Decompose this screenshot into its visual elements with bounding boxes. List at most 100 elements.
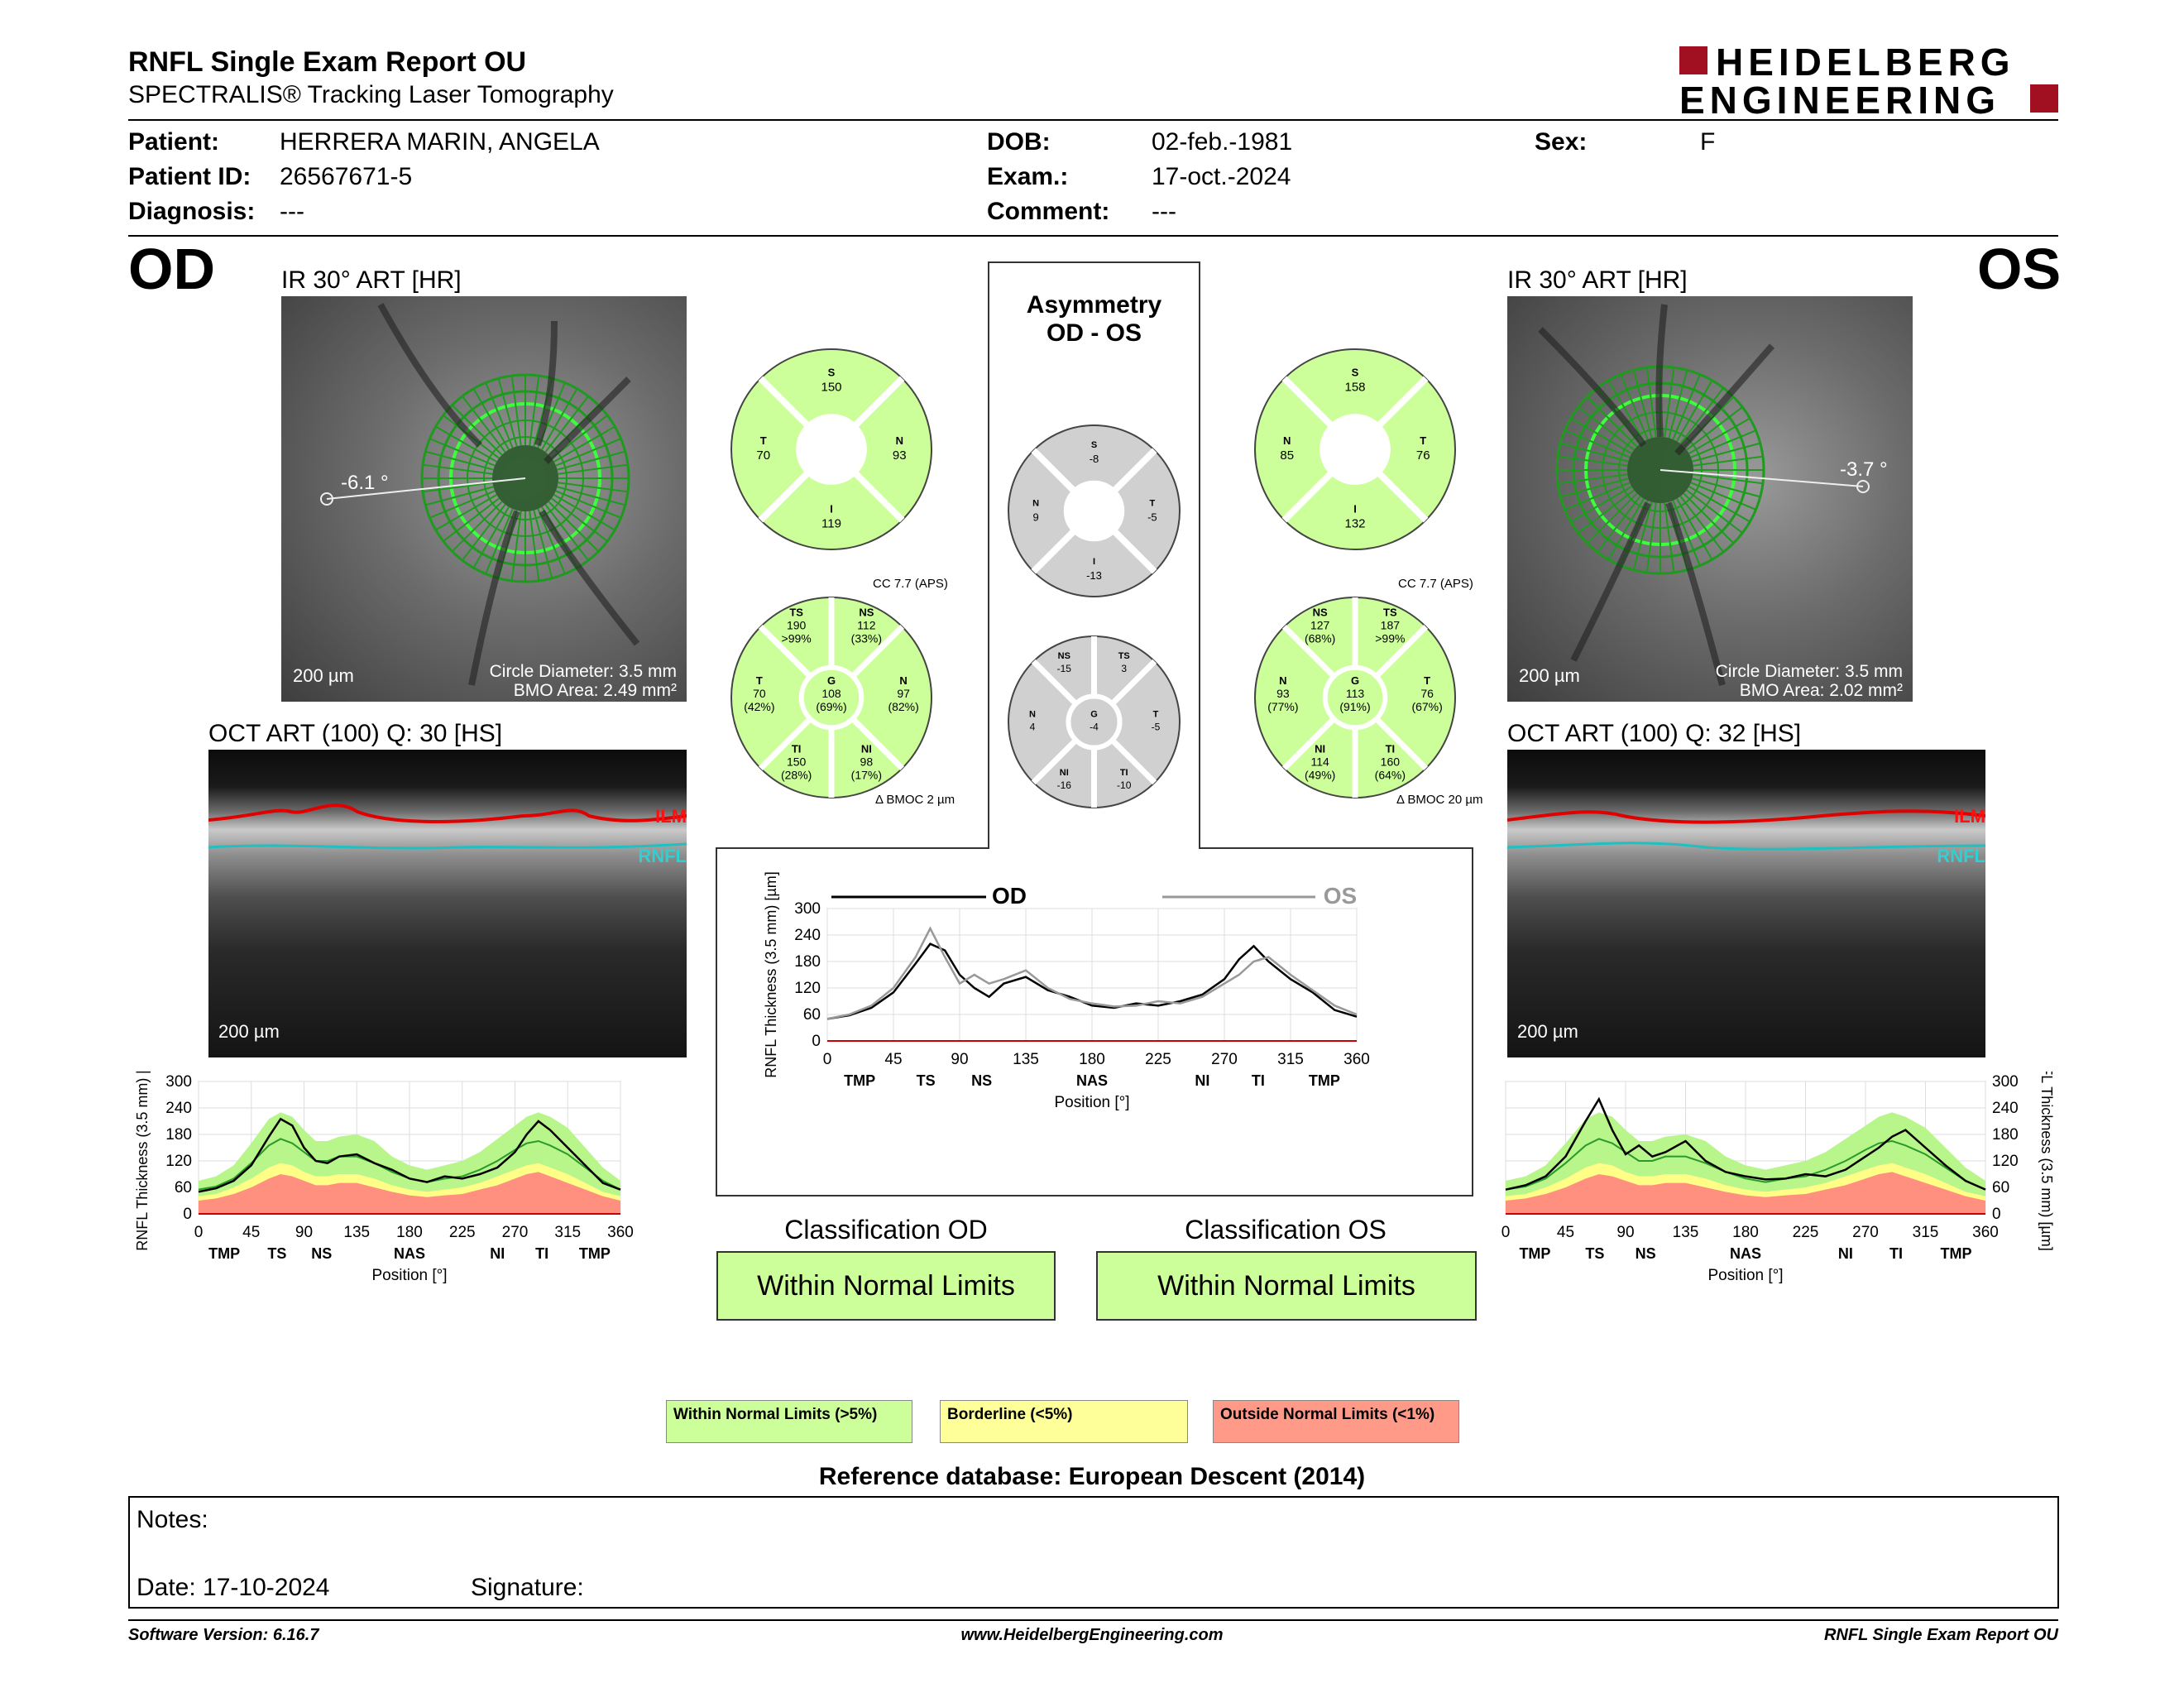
scan-spoke [1586, 492, 1638, 544]
sector-percentile-ni: (49%) [1305, 768, 1335, 781]
scan-spoke [553, 425, 615, 463]
sector-value-t: 76 [1416, 448, 1430, 463]
scan-spoke [555, 438, 621, 467]
y-tick-label: 180 [165, 1126, 192, 1144]
sector-label-n: N [899, 674, 907, 687]
scan-spoke [544, 396, 589, 453]
od-eye-label: OD [128, 237, 215, 301]
x-tick-label: 315 [1913, 1224, 1939, 1241]
y-tick-label: 300 [1992, 1073, 2019, 1091]
sector-label-t: T [1424, 674, 1430, 687]
patient-divider [128, 235, 2058, 237]
scan-spoke [529, 511, 540, 582]
sector-divider [854, 376, 905, 427]
scan-spoke [1693, 455, 1764, 467]
sector-value-t: 70 [753, 687, 766, 700]
scan-spoke [1578, 489, 1635, 534]
sector-label-t: T [1150, 499, 1156, 509]
od-oct-bscan: ILM RNFL 200 µm [208, 750, 687, 1057]
os-ilm-label: ILM [1954, 806, 1985, 827]
scan-spoke [435, 425, 497, 463]
sector-value-n: 93 [1276, 687, 1290, 700]
sector-label-g: G [1090, 710, 1098, 720]
sector-axis-label: TS [1585, 1245, 1604, 1262]
patient-id-value: 26567671-5 [280, 163, 413, 190]
scan-spoke [462, 504, 506, 561]
scan-spoke [1620, 374, 1649, 440]
scan-spoke [1564, 429, 1631, 458]
scan-spoke [1607, 380, 1645, 442]
scan-spoke [1686, 406, 1743, 451]
sector-divider [758, 717, 812, 771]
header-divider [128, 119, 2058, 121]
sector-value-s: 150 [821, 381, 841, 395]
x-tick-label: 0 [194, 1224, 204, 1241]
scan-spoke [422, 482, 493, 493]
asym-sector-6: G -4 TS 3 NS -15 T -5 N 4 TI-10 NI-16 [1008, 635, 1181, 808]
sector-divider [1031, 448, 1075, 492]
scan-spoke [544, 504, 589, 561]
sector-divider [1113, 448, 1157, 492]
scan-spoke [1668, 370, 1688, 439]
scan-spoke [557, 486, 625, 506]
logo-text-line1: HEIDELBERG [1716, 41, 2015, 84]
od-rnfl-label: RNFL [638, 846, 687, 866]
os-rnfl-label: RNFL [1937, 846, 1985, 866]
scan-spoke [533, 510, 553, 578]
classification-od-label: Classification OD [784, 1215, 988, 1244]
x-tick-label: 0 [1502, 1224, 1510, 1241]
os-oct-scale: 200 µm [1517, 1021, 1578, 1042]
x-tick-label: 90 [951, 1051, 968, 1068]
sector-value-n: 9 [1033, 511, 1039, 524]
scan-spoke [485, 508, 514, 574]
sector-global [1066, 693, 1123, 750]
sector-axis-label: NAS [1730, 1245, 1761, 1262]
report-title: RNFL Single Exam Report OU [128, 46, 527, 78]
y-tick-label: 60 [175, 1179, 192, 1196]
scan-spoke [425, 450, 494, 471]
sector-divider [1377, 472, 1429, 523]
sector-value-i: -13 [1086, 569, 1102, 582]
scan-spoke [551, 497, 608, 542]
x-tick-label: 180 [1732, 1224, 1759, 1241]
sector-axis-label: TMP [208, 1245, 240, 1262]
sector-axis-label: NS [1636, 1245, 1656, 1262]
notes-signature: Signature: [471, 1574, 584, 1601]
sector-label-ni: NI [861, 742, 872, 755]
sector-percentile-ts: >99% [782, 632, 812, 645]
y-tick-label: 180 [1992, 1126, 2019, 1144]
sector-value-s: -8 [1090, 453, 1099, 465]
y-tick-label: 0 [1992, 1206, 2001, 1223]
sector-value-t: 76 [1420, 687, 1434, 700]
od-ilm-label: ILM [655, 806, 687, 827]
scan-spoke [1557, 455, 1628, 467]
scan-spoke [1688, 417, 1751, 454]
dob-label: DOB: [987, 128, 1051, 156]
classification-os-value: Within Normal Limits [1096, 1251, 1477, 1321]
sector-value-g: -4 [1090, 722, 1099, 733]
x-tick-label: 90 [295, 1224, 313, 1241]
scan-spoke [1560, 477, 1629, 498]
comment-value: --- [1152, 198, 1176, 225]
website-link[interactable]: www.HeidelbergEngineering.com [960, 1626, 1224, 1644]
scan-spoke [1692, 477, 1760, 498]
patient-label: Patient: [128, 128, 220, 156]
y-tick-label: 60 [1992, 1179, 2009, 1196]
od-scan-circle-overlay [320, 303, 640, 686]
notes-label: Notes: [136, 1506, 208, 1533]
sector-label-ti: TI [1120, 768, 1128, 778]
sector-value-n: 4 [1030, 722, 1036, 733]
od-oct-title: OCT ART (100) Q: 30 [HS] [208, 720, 503, 747]
sector-percentile-ns: (68%) [1305, 632, 1335, 645]
series-line-od [198, 1117, 621, 1193]
scan-spoke [451, 501, 503, 553]
y-tick-label: 180 [794, 953, 821, 971]
sector-divider [758, 624, 812, 679]
sector-divider [1031, 659, 1079, 707]
od-bmoc-label: Δ BMOC 2 µm [875, 793, 956, 807]
sector-label-i: I [830, 502, 833, 515]
comment-label: Comment: [987, 198, 1110, 225]
